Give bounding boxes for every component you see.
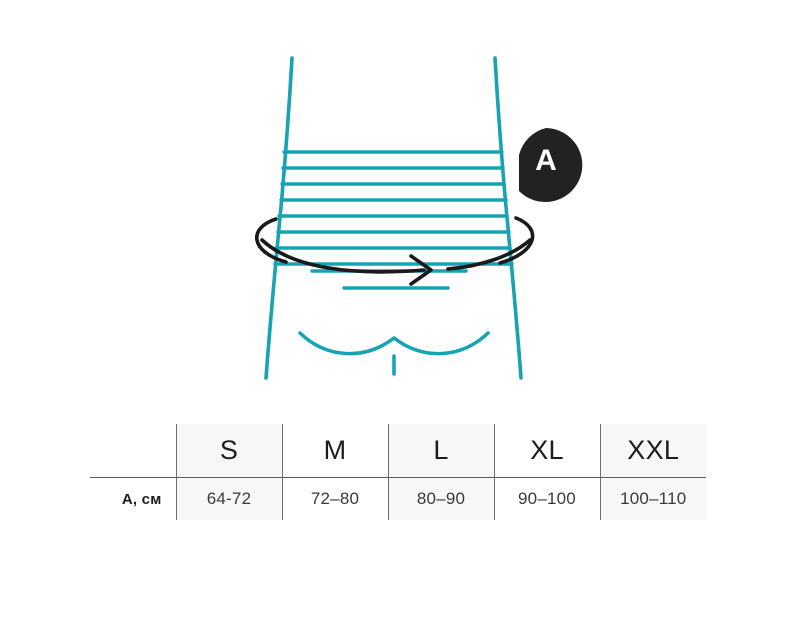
waist-measurement-arrow bbox=[255, 216, 535, 286]
value-m: 72–80 bbox=[281, 477, 388, 520]
badge-pin-shape bbox=[519, 128, 583, 202]
value-xl: 90–100 bbox=[493, 477, 600, 520]
groin-curve bbox=[298, 331, 490, 356]
size-header-xxl: XXL bbox=[599, 424, 706, 478]
table-corner-cell bbox=[90, 424, 176, 478]
size-header-l: L bbox=[387, 424, 494, 478]
measure-arc-right-front bbox=[446, 238, 532, 271]
row-label-a-cm: А, см bbox=[90, 477, 176, 520]
size-header-m: M bbox=[281, 424, 388, 478]
measure-arrowhead bbox=[409, 254, 433, 286]
badge-label: A bbox=[535, 144, 557, 177]
table-row: А, см 64-72 72–80 80–90 90–100 100–110 bbox=[90, 477, 706, 520]
waist-measurement-illustration: A bbox=[255, 56, 583, 380]
value-s: 64-72 bbox=[175, 477, 282, 520]
size-chart-container: S M L XL XXL А, см 64-72 72–80 80–90 90–… bbox=[90, 424, 710, 520]
size-header-s: S bbox=[175, 424, 282, 478]
measure-arc-left-rear bbox=[255, 217, 288, 264]
body-outline bbox=[264, 56, 523, 380]
torso-diagram-svg: A bbox=[255, 56, 583, 380]
size-header-xl: XL bbox=[493, 424, 600, 478]
measure-arc-right-rear bbox=[498, 216, 535, 265]
size-chart-table: S M L XL XXL А, см 64-72 72–80 80–90 90–… bbox=[90, 424, 706, 520]
measure-arc-front bbox=[260, 238, 426, 274]
value-l: 80–90 bbox=[387, 477, 494, 520]
torso-right-line bbox=[493, 56, 523, 380]
torso-left-line bbox=[264, 56, 294, 380]
value-xxl: 100–110 bbox=[599, 477, 706, 520]
table-header-row: S M L XL XXL bbox=[90, 424, 706, 478]
belt-stripes bbox=[273, 150, 514, 266]
measurement-point-a-badge: A bbox=[519, 128, 583, 202]
